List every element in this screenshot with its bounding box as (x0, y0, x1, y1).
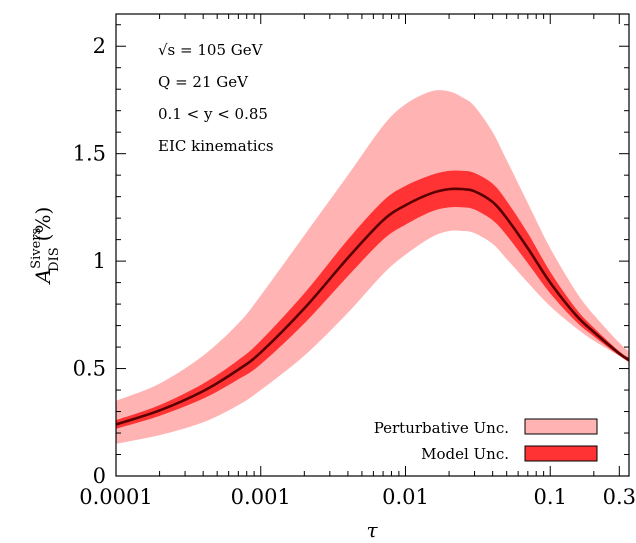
legend-swatch-perturbative (524, 418, 598, 435)
legend-label-perturbative: Perturbative Unc. (374, 419, 509, 437)
y-axis-title-unit: (%) (31, 207, 55, 242)
annotation-y-range: 0.1 < y < 0.85 (158, 105, 268, 123)
legend: Perturbative Unc. Model Unc. (374, 418, 598, 463)
y-tick-label: 1 (93, 249, 106, 273)
y-axis-title-sub: DIS (47, 247, 62, 271)
central-curve (116, 187, 629, 426)
band-perturbative-unc (116, 90, 629, 444)
y-tick-label: 0 (93, 464, 106, 488)
axis-tick-labels: 0 0.5 1 1.5 2 0.0001 0.001 0.01 0.1 0.3 (73, 34, 636, 509)
legend-label-model: Model Unc. (421, 445, 509, 463)
y-axis-title: ASivers DIS (%) (29, 207, 62, 286)
x-tick-label: 0.001 (231, 485, 291, 509)
x-tick-label: 0.1 (534, 485, 567, 509)
legend-swatch-model (524, 445, 598, 462)
y-tick-label: 2 (93, 34, 106, 58)
annotation-eic: EIC kinematics (158, 137, 274, 155)
x-tick-label: 0.3 (603, 485, 636, 509)
annotation-block: √s = 105 GeV Q = 21 GeV 0.1 < y < 0.85 E… (158, 41, 274, 155)
y-tick-label: 0.5 (73, 357, 106, 381)
y-tick-label: 1.5 (73, 142, 106, 166)
axis-ticks (115, 14, 629, 477)
plot-frame (115, 13, 630, 477)
annotation-q: Q = 21 GeV (158, 73, 249, 91)
x-axis-title: τ (366, 518, 378, 542)
x-tick-label: 0.0001 (79, 485, 152, 509)
central-curve-group (116, 187, 629, 426)
annotation-sqrt-s: √s = 105 GeV (158, 41, 264, 59)
y-axis-title-main: A (31, 269, 55, 285)
x-tick-label: 0.01 (382, 485, 429, 509)
y-axis-title-sup: Sivers (29, 228, 44, 269)
